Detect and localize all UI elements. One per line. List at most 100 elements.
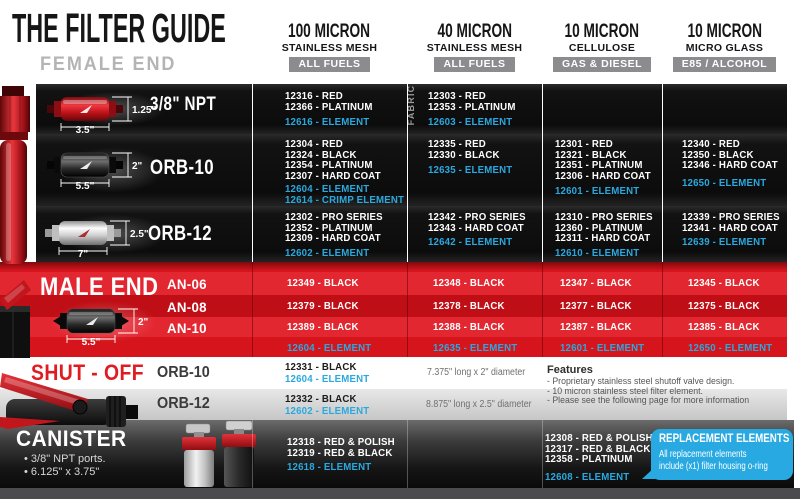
part-number: 12387 - BLACK	[560, 321, 632, 333]
row-label-an06: AN-06	[167, 276, 207, 292]
element-number: 12635 - ELEMENT	[433, 342, 518, 354]
part-number: 12389 - BLACK	[287, 321, 359, 333]
column-divider	[252, 84, 253, 134]
fuel-badge: ALL FUELS	[434, 57, 515, 72]
part-list: 12310 - PRO SERIES 12360 - PLATINUM 1231…	[555, 211, 653, 244]
male-fitting-photo-left	[0, 280, 31, 358]
row-label-orb12: ORB-12	[148, 222, 213, 245]
part-list: 12342 - PRO SERIES 12343 - HARD COAT	[428, 211, 526, 234]
red-filter-photo-left	[0, 86, 30, 264]
replacement-elements-callout: REPLACEMENT ELEMENTS All replacement ele…	[642, 429, 793, 480]
part-list: 12318 - RED & POLISH 12319 - RED & BLACK	[287, 436, 395, 459]
column-micron: 10 MICRON	[687, 21, 762, 42]
section-male-end: MALE END AN-06 AN-08 AN-10 2" 5.5" 12349…	[0, 262, 787, 357]
row-label-orb10: ORB-10	[150, 156, 215, 179]
part-number: 12375 - BLACK	[688, 300, 760, 312]
row-label-shutoff-orb12: ORB-12	[157, 395, 210, 412]
shutoff-valve-photo	[0, 373, 138, 429]
column-micron: 10 MICRON	[564, 21, 640, 42]
part-number: 12377 - BLACK	[560, 300, 632, 312]
table-row-npt: 1.25" 3.5" 3/8" NPT 12316 - RED 12366 - …	[36, 84, 787, 134]
column-micron: 40 MICRON	[437, 21, 512, 42]
column-divider	[407, 206, 408, 262]
element-number: 12602 - ELEMENT	[285, 405, 370, 417]
element-list: 12602 - ELEMENT	[285, 247, 370, 259]
fuel-badge: GAS & DIESEL	[552, 57, 652, 72]
column-media: CELLULOSE	[568, 42, 636, 54]
element-list: 12635 - ELEMENT	[428, 164, 513, 176]
element-list: 12610 - ELEMENT	[555, 247, 640, 259]
table-row-orb10: 2" 5.5" ORB-10 12304 - RED 12324 - BLACK…	[36, 134, 787, 206]
part-number: 12349 - BLACK	[287, 277, 359, 289]
column-divider	[542, 134, 543, 206]
male-row-stripe	[0, 272, 787, 295]
element-list: 12650 - ELEMENT	[682, 177, 767, 189]
dim-length-label: 5.5"	[82, 337, 101, 346]
part-list: 12316 - RED 12366 - PLATINUM	[285, 90, 373, 113]
male-row-stripe	[0, 295, 787, 317]
column-header-40-micron: 40 MICRON STAINLESS MESH ALL FUELS	[407, 22, 542, 72]
dim-length-label: 5.5"	[76, 181, 95, 190]
column-divider	[542, 420, 543, 488]
row-label-an08: AN-08	[167, 299, 207, 315]
column-divider	[662, 134, 663, 206]
part-list: 12308 - RED & POLISH 12317 - RED & BLACK…	[545, 432, 653, 465]
canister-specs: • 3/8" NPT ports. • 6.125" x 3.75"	[24, 453, 106, 478]
column-divider	[407, 262, 408, 357]
column-divider	[542, 262, 543, 357]
part-list: 12302 - PRO SERIES 12352 - PLATINUM 1230…	[285, 211, 383, 244]
column-header-10-micron-cellulose: 10 MICRON CELLULOSE GAS & DIESEL	[542, 22, 662, 72]
features-list: - Proprietary stainless steel shutoff va…	[547, 376, 750, 406]
element-number: 12601 - ELEMENT	[560, 342, 645, 354]
element-list: 12616 - ELEMENT	[285, 116, 370, 128]
column-divider	[407, 84, 408, 134]
part-list: 12301 - RED 12321 - BLACK 12351 - PLATIN…	[555, 138, 651, 182]
row-label-npt: 3/8" NPT	[150, 94, 217, 115]
column-media: STAINLESS MESH	[426, 42, 523, 54]
dim-height-label: 2"	[132, 161, 143, 172]
element-list: 12639 - ELEMENT	[682, 236, 767, 248]
fuel-badge: E85 / ALCOHOL	[672, 57, 777, 72]
element-number: 12604 - ELEMENT	[285, 373, 370, 385]
column-divider	[407, 420, 408, 488]
page-title: THE FILTER GUIDE	[12, 5, 226, 51]
callout-title: REPLACEMENT ELEMENTS	[659, 433, 790, 445]
section-label-canister: CANISTER	[16, 426, 127, 451]
part-number: 12347 - BLACK	[560, 277, 632, 289]
section-label-female-end: FEMALE END	[40, 54, 177, 75]
column-divider	[542, 84, 543, 134]
callout-body: All replacement elements include (x1) fi…	[659, 449, 768, 472]
fuel-badge: ALL FUELS	[289, 57, 370, 72]
section-label-shut-off: SHUT - OFF	[31, 360, 145, 385]
column-divider	[662, 262, 663, 357]
row-label-shutoff-orb10: ORB-10	[157, 364, 210, 381]
chrome-inline-filter-image: 2.5" 7"	[45, 220, 149, 258]
column-micron: 100 MICRON	[288, 21, 371, 42]
column-header-10-micron-glass: 10 MICRON MICRO GLASS E85 / ALCOHOL	[662, 22, 787, 72]
part-number: 12332 - BLACK	[285, 393, 357, 405]
column-media: MICRO GLASS	[685, 42, 764, 54]
element-list: 12608 - ELEMENT	[545, 471, 630, 483]
dim-height-label: 1.25"	[132, 105, 156, 116]
column-divider	[252, 134, 253, 206]
column-divider	[252, 262, 253, 357]
column-divider	[662, 206, 663, 262]
element-list: 12642 - ELEMENT	[428, 236, 513, 248]
element-list: 12601 - ELEMENT	[555, 185, 640, 197]
size-note: 8.875" long x 2.5" diameter	[426, 399, 532, 410]
dim-height-label: 2.5"	[130, 229, 149, 240]
column-divider	[252, 206, 253, 262]
part-number: 12385 - BLACK	[688, 321, 760, 333]
part-number: 12379 - BLACK	[287, 300, 359, 312]
part-list: 12335 - RED 12330 - BLACK	[428, 138, 500, 161]
column-divider	[662, 84, 663, 134]
element-number: 12604 - ELEMENT	[287, 342, 372, 354]
dim-length-label: 7"	[78, 249, 89, 258]
dim-height-label: 2"	[138, 317, 149, 328]
section-canister: CANISTER • 3/8" NPT ports. • 6.125" x 3.…	[0, 420, 794, 488]
element-number: 12650 - ELEMENT	[688, 342, 773, 354]
element-list: 12604 - ELEMENT 12614 - CRIMP ELEMENT	[285, 183, 405, 206]
element-list: 12603 - ELEMENT	[428, 116, 513, 128]
size-note: 7.375" long x 2" diameter	[427, 367, 526, 378]
